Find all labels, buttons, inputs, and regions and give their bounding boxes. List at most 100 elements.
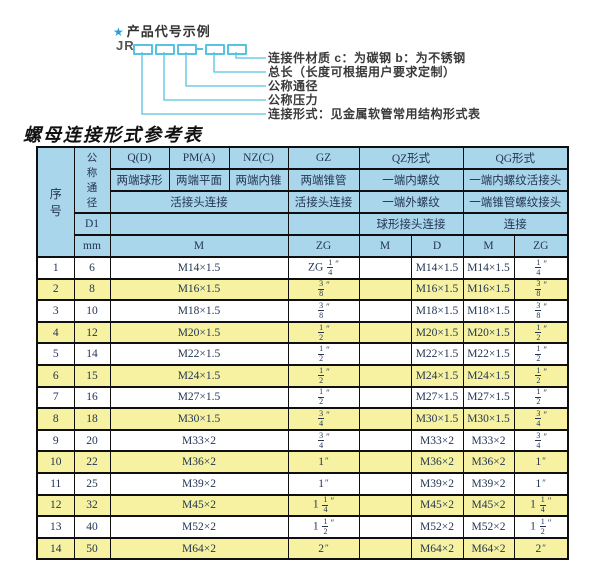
cell-seq: 10: [36, 450, 75, 474]
cell-gz: 1 1 2 ″: [287, 515, 360, 539]
cell-qz-d: M45×2: [410, 493, 464, 518]
header-m: M: [109, 234, 289, 258]
cell-seq: 3: [36, 299, 75, 323]
label-material: 连接件材质 c：为碳钢 b：为不锈钢: [268, 51, 466, 65]
table-row: 9 20 M33×2 3 4 ″ M33×2 M33×2 3 4 ″: [36, 428, 569, 453]
label-pressure: 公称压力: [268, 93, 319, 107]
cell-dn: 40: [73, 515, 111, 539]
table-row: 10 22 M36×2 1″ M36×2 M36×2 1″: [36, 450, 569, 474]
cell-qg-m: M36×2: [462, 450, 515, 474]
label-dn: 公称通径: [268, 79, 319, 93]
cell-qg-m: M64×2: [462, 536, 515, 561]
header-col-qz: QZ形式: [358, 146, 464, 170]
cell-seq: 12: [36, 493, 75, 518]
header-col-q: Q(D): [109, 146, 170, 170]
cell-dn: 15: [73, 363, 111, 388]
header-q-desc: 两端球形: [109, 168, 170, 192]
cell-gz: ZG 1 4 ″: [287, 256, 360, 280]
header-mm: mm: [73, 234, 111, 258]
cell-qg-m: M27×1.5: [462, 385, 515, 410]
cell-qz-d: M22×1.5: [410, 342, 464, 366]
cell-qg-m: M30×1.5: [462, 407, 515, 431]
table-row: 8 18 M30×1.5 3 4 ″ M30×1.5 M30×1.5 3 4 ″: [36, 407, 569, 431]
diagram-heading: ★ 产品代号示例: [113, 21, 211, 40]
cell-m: M52×2: [109, 515, 289, 539]
cell-qz-d: M18×1.5: [410, 299, 464, 323]
cell-qg-zg: 1″: [513, 450, 569, 474]
cell-dn: 8: [73, 277, 111, 302]
cell-gz: 1 2 ″: [287, 320, 360, 345]
cell-qg-zg: 3 4 ″: [513, 428, 569, 453]
cell-seq: 9: [36, 428, 75, 453]
cell-m: M20×1.5: [109, 320, 289, 345]
cell-gz: 1 1 4 ″: [287, 493, 360, 518]
cell-gz: 1″: [287, 471, 360, 496]
cell-dn: 12: [73, 320, 111, 345]
nut-connection-table: 序号 公称通径 Q(D) PM(A) NZ(C) GZ QZ形式 QG形式 两端…: [36, 146, 569, 561]
cell-dn: 50: [73, 536, 111, 561]
cell-m: M27×1.5: [109, 385, 289, 410]
cell-qz-d: M14×1.5: [410, 256, 464, 280]
code-box-3: [177, 44, 197, 55]
cell-seq: 1: [36, 256, 75, 280]
header-qg-m: M: [462, 234, 515, 258]
table-row: 5 14 M22×1.5 1 2 ″ M22×1.5 M22×1.5 1 2 ″: [36, 342, 569, 366]
cell-seq: 8: [36, 407, 75, 431]
cell-qz-m: [358, 471, 412, 496]
header-qz-desc1: 一端内螺纹: [358, 168, 464, 192]
cell-m: M14×1.5: [109, 256, 289, 280]
cell-dn: 14: [73, 342, 111, 366]
cell-qz-d: M30×1.5: [410, 407, 464, 431]
cell-dn: 25: [73, 471, 111, 496]
cell-gz: 3 8 ″: [287, 299, 360, 323]
table-row: 7 16 M27×1.5 1 2 ″ M27×1.5 M27×1.5 1 2 ″: [36, 385, 569, 410]
cell-qg-zg: 3 8 ″: [513, 299, 569, 323]
header-qg-zg: ZG: [513, 234, 569, 258]
cell-qz-m: [358, 515, 412, 539]
table-row: 1 6 M14×1.5 ZG 1 4 ″ M14×1.5 M14×1.5 1 4 ″: [36, 256, 569, 280]
cell-seq: 14: [36, 536, 75, 561]
cell-qz-m: [358, 428, 412, 453]
cell-dn: 6: [73, 256, 111, 280]
cell-qg-zg: 1 2 ″: [513, 385, 569, 410]
cell-qz-m: [358, 299, 412, 323]
cell-qg-zg: 3 8 ″: [513, 277, 569, 302]
cell-qz-d: M27×1.5: [410, 385, 464, 410]
header-qg-desc1: 一端内螺纹活接头: [462, 168, 569, 192]
cell-qz-m: [358, 407, 412, 431]
header-gz-desc: 两端锥管: [287, 168, 360, 192]
cell-qg-zg: 1 2 ″: [513, 342, 569, 366]
label-length: 总长（长度可根据用户要求定制）: [268, 65, 456, 79]
diagram-heading-text: 产品代号示例: [126, 24, 211, 39]
cell-qg-zg: 1 4 ″: [513, 256, 569, 280]
cell-m: M24×1.5: [109, 363, 289, 388]
header-qz-m: M: [358, 234, 412, 258]
header-gz-conn: 活接头连接: [287, 190, 360, 214]
cell-qg-zg: 1 1 2 ″: [513, 515, 569, 539]
cell-seq: 11: [36, 471, 75, 496]
table-row: 2 8 M16×1.5 3 8 ″ M16×1.5 M16×1.5 3 8 ″: [36, 277, 569, 302]
header-blank-1: [109, 212, 289, 236]
header-dn: 公称通径: [73, 146, 111, 214]
cell-qg-m: M33×2: [462, 428, 515, 453]
cell-qz-m: [358, 277, 412, 302]
header-qz-d: D: [410, 234, 464, 258]
cell-dn: 32: [73, 493, 111, 518]
cell-qz-d: M24×1.5: [410, 363, 464, 388]
cell-qz-m: [358, 320, 412, 345]
code-box-4: [205, 44, 225, 55]
header-qg-desc2: 一端锥管螺纹接头: [462, 190, 569, 214]
cell-qg-m: M45×2: [462, 493, 515, 518]
header-col-nz: NZ(C): [228, 146, 289, 170]
cell-qz-m: [358, 493, 412, 518]
cell-qz-d: M16×1.5: [410, 277, 464, 302]
cell-seq: 2: [36, 277, 75, 302]
star-icon: ★: [113, 25, 125, 39]
cell-qg-m: M24×1.5: [462, 363, 515, 388]
cell-qz-d: M39×2: [410, 471, 464, 496]
cell-qz-d: M20×1.5: [410, 320, 464, 345]
cell-seq: 4: [36, 320, 75, 345]
table-title: 螺母连接形式参考表: [23, 125, 203, 146]
cell-m: M30×1.5: [109, 407, 289, 431]
code-prefix: JR: [116, 38, 135, 53]
